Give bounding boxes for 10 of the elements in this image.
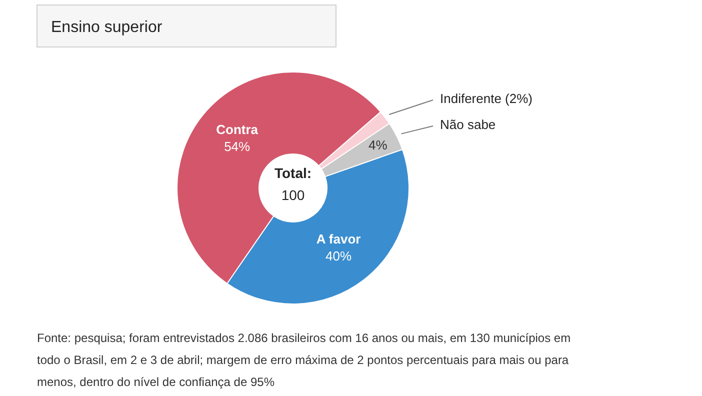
data-label: 4%	[368, 137, 388, 152]
data-label: 54%	[224, 139, 251, 154]
slice-label: Indiferente (2%)	[440, 91, 532, 106]
source-note: Fonte: pesquisa; foram entrevistados 2.086 brasileiros com 16 anos ou mais, em 130 municípios em todo o Brasil, em 2 e 3 de abril; margem de erro máxima de 2 pontos percentuais para mais ou para menos, dentro do nível de confiança de 95%	[37, 331, 571, 389]
slice-label: A favor	[316, 232, 361, 247]
slice-label: Não sabe	[440, 117, 496, 132]
data-label: 40%	[326, 248, 352, 264]
slice-label: Contra	[216, 122, 259, 138]
text: Total: 100	[274, 165, 312, 203]
chart-title: Ensino superior	[51, 19, 163, 36]
